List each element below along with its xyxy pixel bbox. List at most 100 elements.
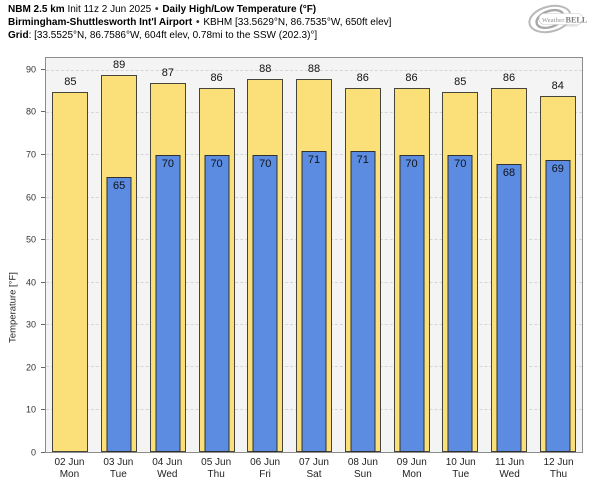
x-label-date: 02 Jun bbox=[54, 457, 85, 468]
x-label-date: 03 Jun bbox=[103, 457, 134, 468]
x-label-weekday: Sat bbox=[306, 468, 322, 480]
bar-group-12-jun: 84 69 bbox=[533, 58, 582, 452]
low-temp-value: 69 bbox=[551, 162, 564, 175]
gridline-90 bbox=[46, 69, 582, 71]
y-tick-mark bbox=[41, 153, 45, 155]
x-tick-label-09-jun: 09 Jun Mon bbox=[387, 457, 436, 480]
y-tick-mark bbox=[41, 324, 45, 326]
bar-group-05-jun: 86 70 bbox=[192, 58, 241, 452]
bar-group-11-jun: 86 68 bbox=[485, 58, 534, 452]
x-label-weekday: Tue bbox=[109, 468, 127, 480]
x-tick-label-10-jun: 10 Jun Tue bbox=[436, 457, 485, 480]
bar-group-06-jun: 88 70 bbox=[241, 58, 290, 452]
x-label-weekday: Fri bbox=[259, 468, 271, 480]
bar-group-09-jun: 86 70 bbox=[387, 58, 436, 452]
high-temp-value: 86 bbox=[210, 71, 223, 84]
low-temp-bar: 70 bbox=[399, 155, 424, 452]
x-tick-label-02-jun: 02 Jun Mon bbox=[45, 457, 94, 480]
bar-group-10-jun: 85 70 bbox=[436, 58, 485, 452]
y-tick-label-40: 40 bbox=[25, 277, 36, 288]
x-tick-label-06-jun: 06 Jun Fri bbox=[241, 457, 290, 480]
low-temp-value: 71 bbox=[307, 154, 321, 167]
x-label-date: 08 Jun bbox=[347, 457, 378, 468]
model-name: NBM 2.5 km bbox=[8, 4, 65, 15]
y-tick-mark bbox=[41, 366, 45, 368]
y-tick-mark bbox=[41, 239, 45, 241]
logo-brand-right: BELL bbox=[566, 16, 588, 25]
x-tick-label-08-jun: 08 Jun Sun bbox=[338, 457, 387, 480]
y-axis: Temperature [°F] 0 10 20 30 40 50 60 70 80 90 bbox=[0, 57, 45, 457]
x-axis-labels: 02 Jun Mon 03 Jun Tue 04 Jun Wed 05 Jun Thu 06 J… bbox=[45, 457, 583, 480]
x-label-weekday: Mon bbox=[402, 468, 422, 480]
y-tick-label-60: 60 bbox=[25, 192, 36, 203]
bar-group-04-jun: 87 70 bbox=[143, 58, 192, 452]
x-label-weekday: Wed bbox=[499, 468, 520, 480]
low-temp-value: 68 bbox=[502, 166, 516, 179]
high-temp-value: 85 bbox=[454, 75, 467, 88]
high-temp-value: 88 bbox=[307, 63, 321, 76]
logo-brand-left: Weather bbox=[542, 17, 565, 24]
x-tick-label-03-jun: 03 Jun Tue bbox=[94, 457, 143, 480]
y-axis-title: Temperature [°F] bbox=[7, 272, 19, 343]
x-tick-label-07-jun: 07 Jun Sat bbox=[290, 457, 339, 480]
x-tick-label-11-jun: 11 Jun Wed bbox=[485, 457, 534, 480]
x-tick-label-05-jun: 05 Jun Thu bbox=[192, 457, 241, 480]
bar-group-03-jun: 89 65 bbox=[95, 58, 144, 452]
y-tick-mark bbox=[41, 196, 45, 198]
low-temp-bar: 68 bbox=[496, 163, 522, 452]
low-temp-value: 65 bbox=[112, 179, 126, 192]
product-title: Daily High/Low Temperature (°F) bbox=[162, 4, 317, 15]
y-tick-mark bbox=[41, 409, 45, 411]
low-temp-value: 70 bbox=[405, 158, 418, 171]
bar-group-02-jun: 85 bbox=[46, 58, 95, 452]
x-label-date: 07 Jun bbox=[298, 457, 329, 468]
y-tick-label-10: 10 bbox=[25, 404, 36, 415]
x-label-weekday: Wed bbox=[157, 468, 178, 480]
x-label-weekday: Thu bbox=[549, 468, 568, 480]
high-temp-value: 88 bbox=[259, 63, 272, 76]
x-label-date: 12 Jun bbox=[543, 457, 574, 468]
x-label-weekday: Thu bbox=[207, 468, 225, 480]
x-label-weekday: Tue bbox=[452, 468, 470, 480]
plot-area: 85 89 65 87 70 86 70 88 70 88 71 86 71 86 70 85 70 86 68 84… bbox=[45, 57, 583, 453]
y-tick-mark bbox=[41, 452, 45, 453]
high-temp-value: 85 bbox=[64, 75, 77, 88]
bullet-separator: • bbox=[196, 17, 200, 28]
logo-text-capsule bbox=[538, 13, 584, 25]
x-label-date: 04 Jun bbox=[152, 457, 183, 468]
header-line-3: Grid: [33.5525°N, 86.7586°W, 604ft elev,… bbox=[8, 29, 391, 42]
header-line-2: Birmingham-Shuttlesworth Int'l Airport •… bbox=[8, 16, 391, 29]
logo-tagline: Analytics bbox=[566, 24, 579, 28]
x-label-date: 11 Jun bbox=[494, 457, 525, 468]
y-tick-label-30: 30 bbox=[25, 319, 36, 330]
weatherbell-logo: Weather BELL Analytics bbox=[528, 4, 588, 34]
x-tick-label-12-jun: 12 Jun Thu bbox=[534, 457, 583, 480]
low-temp-value: 70 bbox=[259, 158, 272, 171]
y-tick-label-50: 50 bbox=[25, 234, 36, 245]
low-temp-bar: 65 bbox=[106, 176, 132, 452]
grid-details: : [33.5525°N, 86.7586°W, 604ft elev, 0.7… bbox=[28, 30, 318, 41]
bar-group-08-jun: 86 71 bbox=[338, 58, 387, 452]
y-tick-mark bbox=[41, 68, 45, 70]
station-name: Birmingham-Shuttlesworth Int'l Airport bbox=[8, 17, 193, 28]
low-temp-value: 70 bbox=[161, 158, 174, 171]
low-temp-value: 70 bbox=[210, 158, 223, 171]
low-temp-bar: 71 bbox=[301, 151, 327, 452]
header-line-1: NBM 2.5 km Init 11z 2 Jun 2025 • Daily H… bbox=[8, 3, 391, 16]
high-temp-value: 84 bbox=[551, 80, 564, 93]
y-tick-label-20: 20 bbox=[25, 362, 36, 373]
y-tick-label-80: 80 bbox=[25, 106, 36, 117]
y-tick-label-0: 0 bbox=[30, 447, 36, 458]
high-temp-value: 86 bbox=[356, 71, 369, 84]
low-temp-bar: 70 bbox=[155, 155, 181, 452]
station-details: KBHM [33.5629°N, 86.7535°W, 650ft elev] bbox=[203, 17, 392, 28]
high-temp-value: 86 bbox=[502, 71, 516, 84]
low-temp-value: 70 bbox=[454, 158, 467, 171]
x-label-weekday: Mon bbox=[59, 468, 80, 480]
x-label-date: 05 Jun bbox=[201, 457, 232, 468]
x-tick-label-04-jun: 04 Jun Wed bbox=[143, 457, 192, 480]
x-label-weekday: Sun bbox=[353, 468, 372, 480]
x-label-date: 06 Jun bbox=[250, 457, 281, 468]
bullet-separator: • bbox=[155, 4, 159, 15]
high-temp-value: 86 bbox=[405, 71, 418, 84]
